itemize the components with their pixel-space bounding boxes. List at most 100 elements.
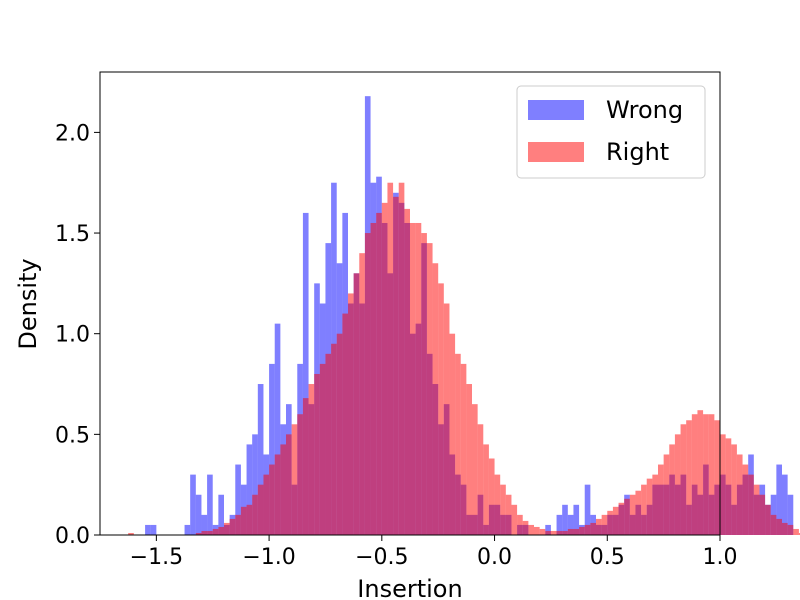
bar-right: [212, 528, 219, 535]
bar-wrong: [257, 384, 264, 535]
bar-right: [342, 313, 348, 535]
bar-right: [376, 212, 382, 535]
x-axis-label: Insertion: [357, 575, 462, 600]
bar-right: [274, 454, 281, 535]
bar-right: [691, 414, 698, 535]
bar-right: [629, 494, 636, 535]
bar-right: [742, 464, 749, 535]
x-tick-label: 0.0: [477, 545, 512, 570]
bar-right: [770, 514, 777, 535]
bar-right: [646, 478, 653, 535]
bar-right: [579, 526, 585, 535]
legend-swatch-right: [528, 142, 584, 162]
y-axis: 0.0 0.5 1.0 1.5 2.0: [55, 121, 100, 549]
bar-right: [415, 222, 422, 536]
bar-right: [607, 510, 613, 535]
bar-right: [782, 522, 788, 535]
bar-right: [680, 424, 687, 535]
bar-right: [263, 474, 270, 535]
bar-right: [218, 526, 224, 535]
bar-right: [545, 530, 551, 535]
bar-right: [494, 474, 501, 535]
bar-right: [421, 233, 427, 536]
bar-right: [398, 182, 405, 535]
bar-wrong: [545, 524, 551, 535]
bar-wrong: [302, 212, 309, 535]
bar-right: [601, 514, 608, 535]
bar-right: [455, 353, 461, 535]
bar-right: [472, 404, 478, 535]
bar-wrong: [567, 514, 574, 535]
bar-right: [393, 196, 399, 535]
bar-right: [291, 424, 298, 535]
bar-right: [534, 526, 540, 535]
x-tick-label: −0.5: [355, 545, 408, 570]
bar-wrong: [246, 444, 253, 535]
bar-right: [697, 410, 704, 535]
bar-right: [426, 243, 433, 536]
bar-right: [674, 434, 681, 535]
bar-right: [528, 524, 534, 535]
bar-right: [488, 458, 495, 535]
bar-right: [359, 253, 365, 536]
legend-swatch-wrong: [528, 100, 584, 120]
bar-right: [562, 530, 568, 535]
bar-right: [720, 434, 726, 535]
bar-right: [618, 502, 625, 535]
plot-frame: [99, 71, 721, 536]
bar-right: [246, 504, 253, 535]
bar-right: [449, 333, 456, 535]
bar-right: [235, 514, 241, 535]
bar-right: [748, 474, 754, 535]
bar-right: [224, 522, 230, 535]
bar-wrong: [195, 494, 202, 535]
bar-right: [714, 420, 720, 535]
bar-right: [731, 444, 737, 535]
bar-right: [286, 434, 292, 535]
bar-right: [708, 414, 715, 535]
bar-wrong: [218, 494, 224, 535]
bar-right: [612, 506, 619, 535]
bar-right: [584, 524, 591, 535]
bar-wrong: [782, 474, 788, 535]
bar-wrong: [190, 474, 196, 535]
bar-right: [522, 520, 529, 535]
bar-wrong: [252, 434, 258, 535]
bar-right: [477, 424, 484, 535]
bar-right: [348, 293, 354, 535]
bar-right: [787, 524, 794, 535]
bar-right: [556, 530, 563, 535]
bar-right: [596, 518, 602, 535]
x-axis: −1.5 −1.0 −0.5 0.0 0.5 1.0: [130, 535, 738, 570]
bar-right: [624, 498, 630, 535]
bar-right: [201, 530, 208, 535]
bar-right: [195, 532, 202, 535]
bar-right: [319, 363, 326, 535]
y-tick-label: 0.0: [55, 524, 90, 549]
bar-right: [759, 494, 766, 535]
bar-right: [404, 208, 410, 535]
bar-right: [336, 333, 343, 535]
legend: Wrong Right: [516, 85, 706, 179]
bar-wrong: [145, 524, 151, 535]
bar-right: [725, 438, 732, 535]
bar-wrong: [269, 363, 275, 535]
bar-right: [257, 484, 264, 535]
bar-wrong: [207, 474, 213, 535]
bar-right: [652, 474, 658, 535]
bar-right: [590, 522, 596, 535]
bar-right: [302, 398, 309, 535]
x-tick-label: −1.0: [242, 545, 295, 570]
bar-right: [798, 532, 800, 535]
bar-right: [331, 343, 337, 535]
bar-wrong: [556, 514, 563, 535]
bar-right: [641, 484, 647, 535]
bar-wrong: [184, 524, 191, 535]
bar-right: [269, 464, 275, 535]
bar-right: [207, 530, 213, 535]
bar-right: [505, 494, 512, 535]
bar-right: [567, 528, 574, 535]
bar-right: [539, 528, 546, 535]
bar-wrong: [562, 504, 568, 535]
